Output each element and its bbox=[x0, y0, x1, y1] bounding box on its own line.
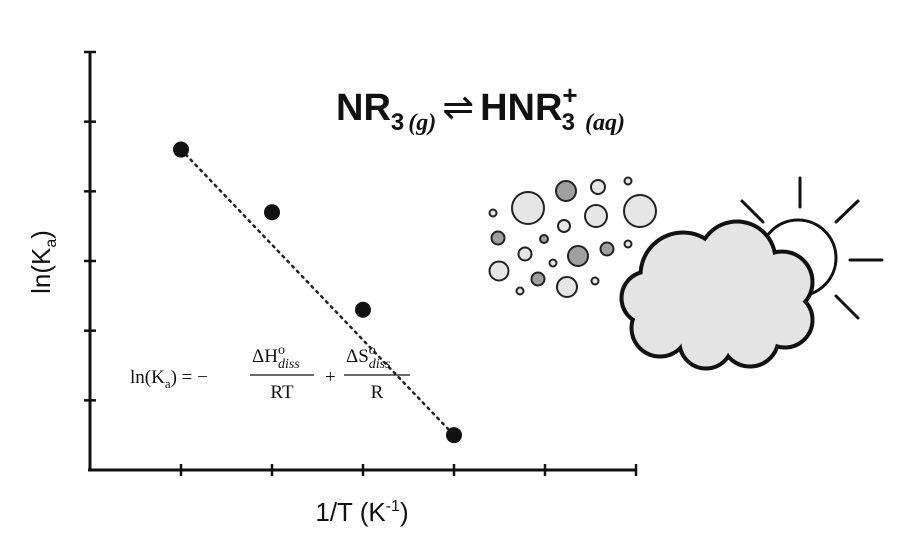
product-subscript: 3 bbox=[562, 109, 575, 136]
y-axis-label-base: ln(K bbox=[26, 247, 56, 294]
trendline bbox=[179, 148, 456, 437]
formula-lhs-base: ln(K bbox=[130, 367, 165, 388]
data-point bbox=[173, 141, 189, 158]
x-axis-label: 1/T (K-1) bbox=[315, 497, 408, 527]
delta-h-sub: diss bbox=[278, 357, 300, 372]
data-points bbox=[173, 141, 462, 444]
aerosol-particles-icon bbox=[488, 176, 657, 298]
reactant: NR bbox=[336, 87, 391, 129]
formula-lhs-sub: a bbox=[165, 376, 171, 391]
equilibrium-arrow: ⇌ bbox=[442, 87, 474, 129]
delta-h: ΔH bbox=[252, 346, 278, 367]
data-point bbox=[264, 204, 280, 221]
formula-denominator-2: R bbox=[371, 382, 384, 403]
cloud-icon bbox=[619, 219, 815, 371]
reactant-phase: (g) bbox=[408, 110, 436, 136]
y-axis-label-sub: a bbox=[43, 239, 60, 248]
product: HNR bbox=[480, 87, 562, 129]
x-axis-label-tail: ) bbox=[400, 497, 409, 527]
y-axis-ticks bbox=[84, 50, 96, 402]
formula-lhs: ln(Ka) = − bbox=[130, 367, 208, 391]
x-axis-label-base: 1/T (K bbox=[315, 497, 386, 527]
van-t-hoff-formula: ln(Ka) = − ΔHo diss RT + ΔSo diss R bbox=[130, 343, 410, 403]
axes bbox=[84, 50, 638, 476]
formula-plus: + bbox=[325, 367, 336, 388]
product-superscript: + bbox=[562, 80, 577, 110]
formula-lhs-tail: ) = − bbox=[171, 367, 208, 388]
delta-s-sup: o bbox=[369, 343, 376, 358]
delta-h-sup: o bbox=[278, 343, 285, 358]
formula-numerator-2: ΔSo diss bbox=[346, 343, 391, 372]
x-axis-ticks bbox=[179, 464, 638, 476]
formula-denominator-1: RT bbox=[270, 382, 294, 403]
delta-s-sub: diss bbox=[369, 357, 391, 372]
data-point bbox=[446, 427, 462, 444]
reaction-equation: NR3 (g) ⇌ HNR+ 3 (aq) bbox=[336, 80, 625, 136]
y-axis-label: ln(Ka) bbox=[26, 230, 60, 294]
delta-s: ΔS bbox=[346, 346, 369, 367]
formula-numerator-1: ΔHo diss bbox=[252, 343, 300, 372]
x-axis-label-sup: -1 bbox=[386, 498, 400, 515]
data-point bbox=[355, 301, 371, 318]
product-phase: (aq) bbox=[585, 110, 625, 136]
reactant-subscript: 3 bbox=[391, 109, 404, 136]
y-axis-label-tail: ) bbox=[26, 230, 56, 239]
